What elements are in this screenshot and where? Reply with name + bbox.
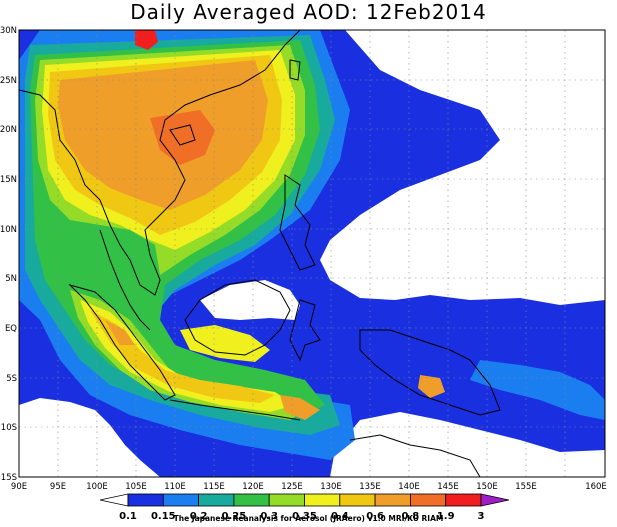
lon-label: 145E — [437, 482, 459, 492]
lon-label: 155E — [515, 482, 537, 492]
aod-0.6-sumatra — [105, 320, 135, 345]
aod-0.4-sumatra — [90, 310, 275, 403]
coastline-hainan — [169, 124, 196, 146]
lon-label: 95E — [50, 482, 66, 492]
lon-label: 105E — [125, 482, 147, 492]
coastline-sumatra — [68, 284, 176, 401]
lat-labels: 30N 25N 20N 15N 10N 5N EQ 5S 10S 15S — [0, 26, 17, 483]
clear-region-east-pacific — [320, 30, 605, 305]
colorbar-right-arrow — [480, 493, 510, 507]
colorbar-level-label: 0.2 — [190, 511, 208, 522]
colorbar-swatches — [127, 493, 482, 507]
aod-1.9-patch — [135, 30, 158, 50]
lon-label: 135E — [359, 482, 381, 492]
lon-label: 120E — [242, 482, 264, 492]
colorbar-swatch — [445, 493, 482, 507]
colorbar-swatch — [127, 493, 164, 507]
aod-field — [19, 30, 605, 477]
lat-label: 10N — [0, 225, 17, 235]
coastline-borneo — [184, 279, 291, 356]
coastline-asia-mainland — [19, 30, 301, 296]
colorbar-level-label: 1.9 — [437, 511, 455, 522]
colorbar-swatch — [233, 493, 270, 507]
colorbar-level-label: 0.6 — [366, 511, 384, 522]
lon-label: 115E — [203, 482, 225, 492]
aod-0.3-sumatra — [70, 290, 305, 420]
coastline-malay-peninsula — [99, 229, 151, 331]
lon-label: 110E — [164, 482, 186, 492]
lon-label: 140E — [398, 482, 420, 492]
colorbar-swatch — [339, 493, 376, 507]
lat-label: 5S — [6, 374, 17, 384]
colorbar-labels: 0.1 0.15 0.2 0.25 0.3 0.35 0.4 0.6 0.8 1.9 3 — [119, 511, 484, 522]
colorbar-swatch — [304, 493, 341, 507]
aod-0.35-borneo — [180, 325, 270, 362]
coastline-taiwan — [289, 59, 301, 81]
aod-0.15-east-strip — [470, 360, 605, 420]
plot-frame — [18, 29, 606, 478]
lon-label: 160E — [585, 482, 607, 492]
coastline-java — [169, 399, 301, 421]
map-title: Daily Averaged AOD: 12Feb2014 — [130, 0, 487, 24]
colorbar-level-label: 0.8 — [402, 511, 420, 522]
colorbar-level-label: 0.3 — [260, 511, 278, 522]
lon-label: 130E — [320, 482, 342, 492]
coastline-australia-north — [349, 434, 481, 477]
lon-labels: 90E 95E 100E 105E 110E 115E 120E 125E 13… — [11, 482, 607, 492]
clear-region-southeast — [330, 412, 605, 477]
lat-label: 30N — [0, 26, 17, 36]
coastline-philippines — [279, 174, 316, 271]
lat-label: 15S — [1, 473, 17, 483]
colorbar-swatch — [268, 493, 305, 507]
colorbar-left-arrow — [99, 493, 129, 507]
lat-label: 15N — [0, 175, 17, 185]
colorbar-level-label: 0.15 — [151, 511, 176, 522]
coastlines — [19, 30, 501, 477]
colorbar: 0.1 0.15 0.2 0.25 0.3 0.35 0.4 0.6 0.8 1.9 3 — [99, 493, 510, 522]
lat-label: EQ — [5, 324, 17, 334]
credit-line: The Japanese Reanalysis for Aerosol (JRA… — [173, 514, 444, 523]
lat-label: 25N — [0, 76, 17, 86]
colorbar-level-label: 0.35 — [292, 511, 317, 522]
clear-region-south — [19, 398, 160, 477]
colorbar-level-label: 0.1 — [119, 511, 137, 522]
lat-label: 10S — [1, 423, 17, 433]
lon-label: 150E — [476, 482, 498, 492]
coastline-sulawesi — [289, 299, 321, 362]
aod-0.6-east — [418, 375, 445, 398]
lon-label: 100E — [86, 482, 108, 492]
aod-0.6-java — [280, 395, 320, 420]
lon-label: 90E — [11, 482, 27, 492]
coastline-new-guinea — [359, 329, 501, 416]
colorbar-level-label: 3 — [478, 511, 485, 522]
lat-label: 20N — [0, 125, 17, 135]
colorbar-level-label: 0.25 — [222, 511, 247, 522]
lon-label: 125E — [281, 482, 303, 492]
colorbar-level-label: 0.4 — [331, 511, 349, 522]
lat-label: 5N — [5, 274, 17, 284]
colorbar-swatch — [162, 493, 200, 507]
colorbar-swatch — [409, 493, 447, 507]
aod-0.8-band — [150, 110, 215, 165]
colorbar-swatch — [374, 493, 411, 507]
colorbar-swatch — [198, 493, 235, 507]
